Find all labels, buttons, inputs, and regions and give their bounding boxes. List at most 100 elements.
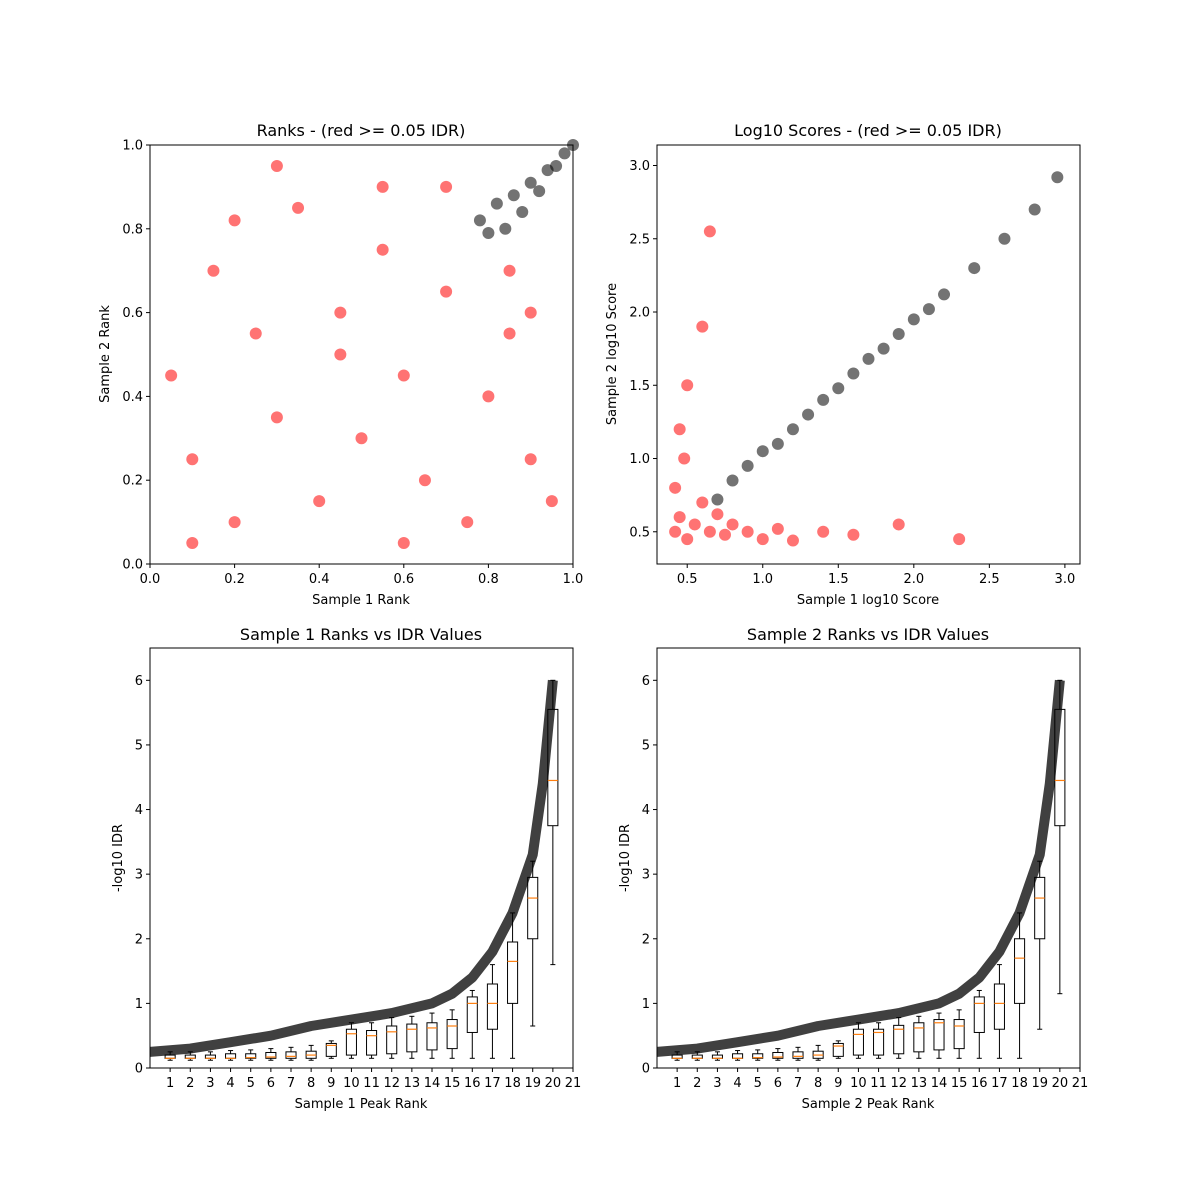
scatter-point <box>440 285 453 298</box>
scatter-point <box>688 518 701 531</box>
y-tick-label: 1 <box>135 997 143 1012</box>
scatter-point <box>877 342 890 355</box>
scatter-point <box>473 214 486 227</box>
scatter-point <box>499 222 512 235</box>
scatter-point <box>696 320 709 333</box>
x-tick-label: 11 <box>363 1076 380 1091</box>
box <box>933 1019 945 1051</box>
x-tick-label: 10 <box>343 1076 360 1091</box>
y-tick-label: 4 <box>135 803 143 818</box>
scatter-point <box>461 516 474 529</box>
x-tick-label: 2 <box>186 1076 194 1091</box>
box <box>406 1023 418 1053</box>
x-tick-label: 0.8 <box>478 572 499 587</box>
y-tick-label: 5 <box>642 738 650 753</box>
x-tick-label: 16 <box>971 1076 988 1091</box>
scatter-point <box>786 534 799 547</box>
x-tick-label: 2 <box>693 1076 701 1091</box>
scatter-point <box>482 390 495 403</box>
scatter-point <box>673 511 686 524</box>
scatter-point <box>550 159 563 172</box>
y-tick-label: 2.5 <box>629 232 650 247</box>
scatter-point <box>270 411 283 424</box>
y-tick-label: 1 <box>642 997 650 1012</box>
x-tick-label: 1.0 <box>752 572 773 587</box>
scatter-point <box>741 459 754 472</box>
box <box>772 1051 784 1059</box>
y-tick-label: 3 <box>135 868 143 883</box>
x-tick-label: 0.4 <box>309 572 330 587</box>
y-tick-label: 0 <box>642 1062 650 1077</box>
box <box>752 1053 764 1059</box>
x-tick-label: 3 <box>206 1076 214 1091</box>
sample2-title: Sample 2 Ranks vs IDR Values <box>747 625 989 644</box>
scatter-point <box>938 288 951 301</box>
y-tick-label: 2 <box>642 932 650 947</box>
scatter-point <box>741 525 754 538</box>
x-tick-label: 3 <box>713 1076 721 1091</box>
sample2-y-axis-label: -log10 IDR <box>618 824 633 892</box>
box <box>345 1028 357 1056</box>
scatter-point <box>847 528 860 541</box>
scatter-point <box>847 367 860 380</box>
scatter-point <box>718 528 731 541</box>
scatter-point <box>726 518 739 531</box>
box <box>466 996 478 1033</box>
x-tick-label: 6 <box>267 1076 275 1091</box>
box <box>547 708 559 827</box>
box <box>366 1030 378 1056</box>
y-tick-label: 2 <box>135 932 143 947</box>
scatter-point <box>376 180 389 193</box>
box <box>426 1022 438 1051</box>
scatter-point <box>922 303 935 316</box>
y-tick-label: 0 <box>135 1062 143 1077</box>
scores-ticks: 0.5 1.0 1.5 2.0 2.5 3.0 0.5 1.0 1.5 2.0 2.5 3.0 <box>629 159 1075 587</box>
scores-title: Log10 Scores - (red >= 0.05 IDR) <box>734 121 1002 140</box>
scatter-point <box>186 453 199 466</box>
box <box>832 1042 844 1057</box>
box <box>792 1051 804 1059</box>
y-tick-label: 0.4 <box>122 390 143 405</box>
x-tick-label: 13 <box>911 1076 928 1091</box>
x-tick-label: 2.5 <box>979 572 1000 587</box>
box <box>1054 708 1066 827</box>
y-tick-label: 0.2 <box>122 474 143 489</box>
scores-y-axis-label: Sample 2 log10 Score <box>605 283 620 425</box>
idr-curve <box>149 679 558 1057</box>
x-tick-label: 9 <box>327 1076 335 1091</box>
scatter-point <box>771 437 784 450</box>
scatter-point <box>376 243 389 256</box>
scatter-point <box>533 185 546 198</box>
scatter-point <box>482 226 495 239</box>
box <box>265 1051 277 1059</box>
y-tick-label: 1.0 <box>629 452 650 467</box>
ranks-scatter-panel: 0.0 0.2 0.4 0.6 0.8 1.0 0.0 0.2 0.4 0.6 0.8 1.0 Ran… <box>98 121 583 608</box>
scatter-point <box>524 453 537 466</box>
box <box>1034 876 1046 940</box>
ranks-ticks: 0.0 0.2 0.4 0.6 0.8 1.0 0.0 0.2 0.4 0.6 0.8 1.0 <box>122 139 583 588</box>
scatter-point <box>313 495 326 508</box>
x-tick-label: 12 <box>383 1076 400 1091</box>
scatter-point <box>440 180 453 193</box>
x-tick-label: 15 <box>444 1076 461 1091</box>
sample1-y-axis-label: -log10 IDR <box>111 824 126 892</box>
box <box>486 983 498 1030</box>
y-tick-label: 3 <box>642 868 650 883</box>
scatter-point <box>756 445 769 458</box>
scatter-point <box>207 264 220 277</box>
scatter-point <box>507 189 520 202</box>
x-tick-label: 19 <box>524 1076 541 1091</box>
x-tick-label: 20 <box>545 1076 562 1091</box>
scores-x-axis-label: Sample 1 log10 Score <box>797 593 939 608</box>
scatter-point <box>1028 203 1041 216</box>
scatter-point <box>817 393 830 406</box>
scatter-point <box>673 423 686 436</box>
scatter-point <box>558 147 571 160</box>
scatter-point <box>832 382 845 395</box>
x-tick-label: 17 <box>991 1076 1008 1091</box>
scatter-point <box>292 201 305 214</box>
y-tick-label: 1.5 <box>629 379 650 394</box>
box <box>446 1019 458 1050</box>
